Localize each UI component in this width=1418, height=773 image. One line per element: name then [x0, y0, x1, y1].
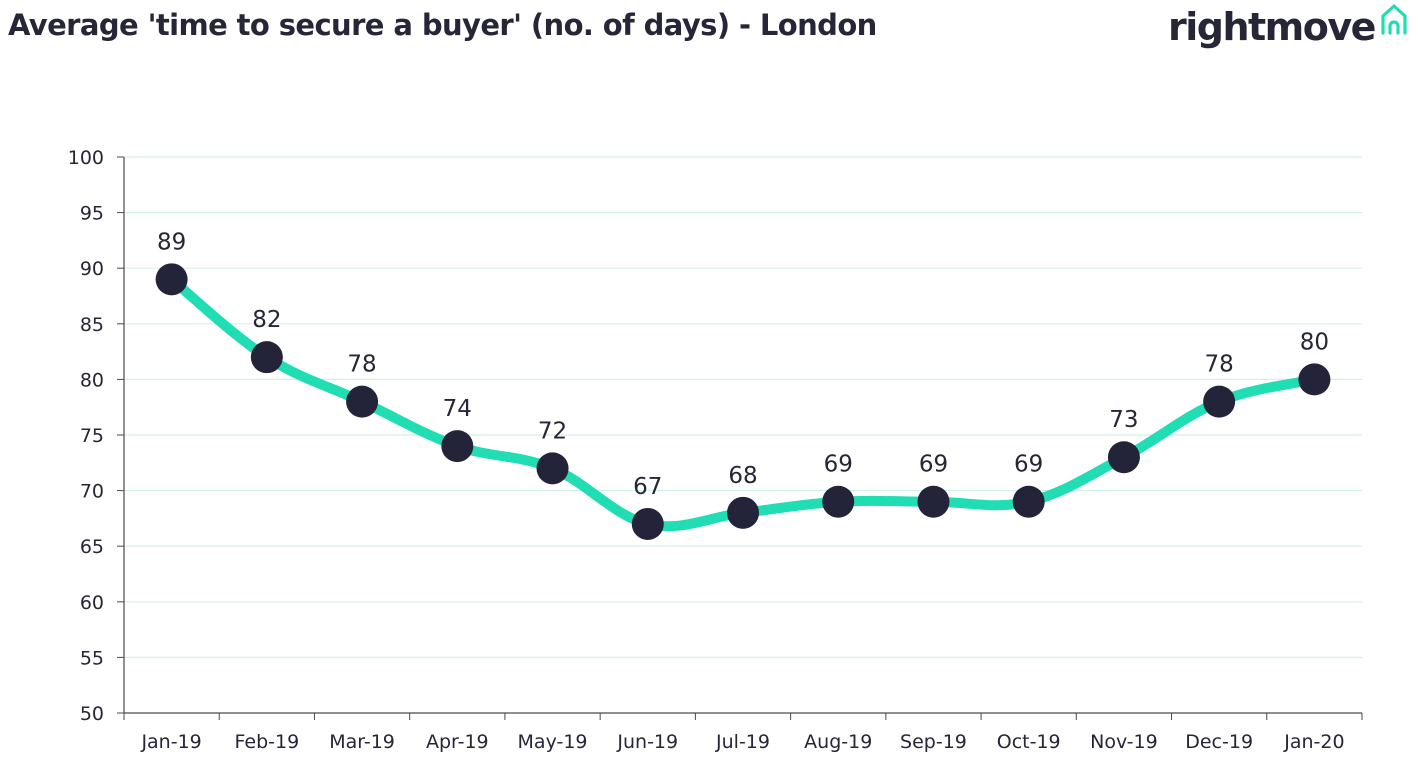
data-label: 78 [1205, 352, 1234, 378]
x-axis-tick-labels: Jan-19 Feb-19 Mar-19 Apr-19 May-19 Jun-19 Jul-… [140, 731, 1344, 753]
x-tick-label: Apr-19 [426, 731, 489, 753]
y-tick-label: 85 [80, 314, 104, 336]
data-labels: 89 82 78 74 72 67 68 69 69 69 73 78 80 [157, 229, 1329, 500]
gridlines [124, 156, 1362, 659]
y-tick-label: 65 [80, 536, 104, 558]
data-point [917, 485, 950, 518]
y-tick-label: 80 [80, 369, 104, 391]
data-label: 67 [633, 474, 662, 500]
data-point [441, 430, 474, 463]
data-label: 69 [919, 452, 948, 478]
x-tick-label: Jan-20 [1283, 731, 1344, 753]
y-axis-tick-labels: 50 55 60 65 70 75 80 85 90 95 100 [68, 147, 104, 725]
series-line [166, 274, 1320, 532]
data-label: 89 [157, 229, 186, 255]
y-tick-label: 100 [68, 147, 104, 169]
y-tick-label: 70 [80, 481, 104, 503]
data-label: 74 [443, 396, 472, 422]
axes [117, 156, 1363, 720]
x-tick-label: Feb-19 [235, 731, 300, 753]
y-tick-label: 75 [80, 425, 104, 447]
x-tick-label: Jun-19 [616, 731, 678, 753]
x-tick-label: Mar-19 [329, 731, 395, 753]
y-tick-label: 55 [80, 647, 104, 669]
x-tick-label: Sep-19 [900, 731, 967, 753]
data-point [1203, 385, 1236, 418]
data-label: 68 [728, 463, 757, 489]
rightmove-logo: rightmove [1168, 2, 1413, 54]
data-label: 82 [252, 307, 281, 333]
data-label: 78 [347, 352, 376, 378]
x-tick-label: Aug-19 [804, 731, 872, 753]
chart-title: Average 'time to secure a buyer' (no. of… [8, 8, 877, 42]
data-label: 73 [1109, 407, 1138, 433]
data-point [727, 496, 759, 529]
data-point [250, 341, 283, 374]
brand-name: rightmove [1168, 5, 1376, 49]
x-tick-label: May-19 [518, 731, 588, 753]
y-tick-label: 95 [80, 203, 104, 225]
series-line-group [166, 274, 1320, 532]
x-tick-label: Jul-19 [715, 731, 770, 753]
data-point [1107, 441, 1140, 474]
data-label: 72 [538, 418, 567, 444]
y-tick-label: 90 [80, 258, 104, 280]
y-tick-label: 50 [80, 703, 104, 725]
data-label: 69 [824, 452, 853, 478]
data-label: 80 [1300, 329, 1329, 355]
y-tick-label: 60 [80, 592, 104, 614]
data-point [1012, 485, 1045, 518]
x-tick-label: Oct-19 [997, 731, 1061, 753]
data-point [536, 452, 569, 485]
data-point [155, 263, 188, 296]
house-logo-icon [1381, 4, 1407, 35]
data-point [1298, 363, 1331, 396]
data-label: 69 [1014, 452, 1043, 478]
data-point [346, 385, 379, 418]
x-tick-label: Jan-19 [140, 731, 201, 753]
x-tick-label: Nov-19 [1090, 731, 1158, 753]
data-markers [155, 263, 1331, 540]
data-point [631, 507, 664, 540]
data-point [822, 485, 855, 518]
x-tick-label: Dec-19 [1185, 731, 1253, 753]
